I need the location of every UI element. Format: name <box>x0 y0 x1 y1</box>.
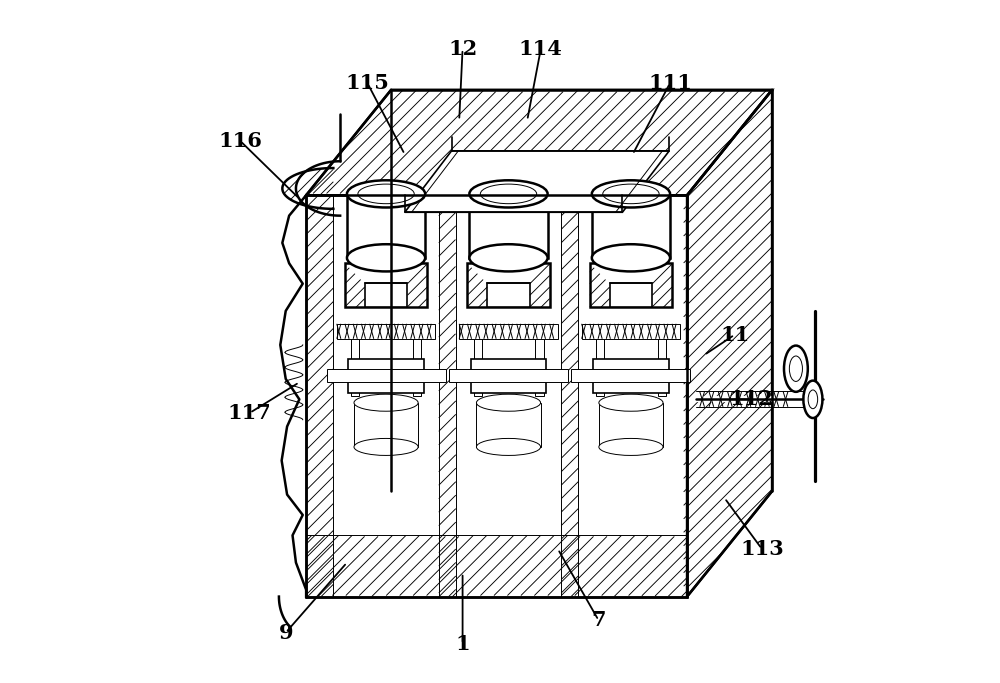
Bar <box>413 335 421 396</box>
Text: 12: 12 <box>448 39 477 59</box>
Ellipse shape <box>789 356 802 381</box>
Ellipse shape <box>354 394 418 411</box>
Ellipse shape <box>784 346 808 392</box>
Polygon shape <box>348 359 424 393</box>
Bar <box>476 403 541 447</box>
Ellipse shape <box>803 380 822 418</box>
Bar <box>459 324 558 339</box>
Ellipse shape <box>476 438 541 456</box>
Ellipse shape <box>469 180 548 208</box>
Ellipse shape <box>592 180 670 208</box>
Polygon shape <box>610 283 652 307</box>
Polygon shape <box>471 359 546 393</box>
Ellipse shape <box>592 245 670 271</box>
Text: 7: 7 <box>591 611 606 630</box>
Bar <box>571 370 690 382</box>
Polygon shape <box>365 283 407 307</box>
Ellipse shape <box>469 245 548 271</box>
Text: 11: 11 <box>720 324 749 345</box>
Text: 111: 111 <box>648 73 692 93</box>
Text: 1: 1 <box>455 635 470 654</box>
Ellipse shape <box>476 394 541 411</box>
Ellipse shape <box>599 438 663 456</box>
Polygon shape <box>467 263 550 307</box>
Text: 114: 114 <box>519 39 563 59</box>
Bar <box>469 195 548 258</box>
Polygon shape <box>405 151 669 212</box>
Text: 112: 112 <box>730 389 774 409</box>
Polygon shape <box>306 195 687 596</box>
Polygon shape <box>345 263 427 307</box>
Text: 115: 115 <box>345 73 389 93</box>
Bar <box>535 335 544 396</box>
Text: 9: 9 <box>278 623 293 643</box>
Ellipse shape <box>808 390 818 408</box>
Text: 117: 117 <box>228 403 272 423</box>
Text: 116: 116 <box>218 131 262 151</box>
Ellipse shape <box>599 394 663 411</box>
Bar <box>327 370 446 382</box>
Bar <box>351 335 359 396</box>
Bar <box>596 335 604 396</box>
Polygon shape <box>487 283 530 307</box>
Bar <box>658 335 666 396</box>
Polygon shape <box>590 263 672 307</box>
Ellipse shape <box>354 438 418 456</box>
Bar <box>337 324 435 339</box>
Bar <box>582 324 680 339</box>
Bar <box>592 195 670 258</box>
Text: 113: 113 <box>740 539 784 559</box>
Bar <box>354 403 418 447</box>
Bar <box>599 403 663 447</box>
Ellipse shape <box>347 245 425 271</box>
Bar <box>449 370 568 382</box>
Polygon shape <box>593 359 669 393</box>
Ellipse shape <box>347 180 425 208</box>
Bar <box>347 195 425 258</box>
Bar <box>474 335 482 396</box>
